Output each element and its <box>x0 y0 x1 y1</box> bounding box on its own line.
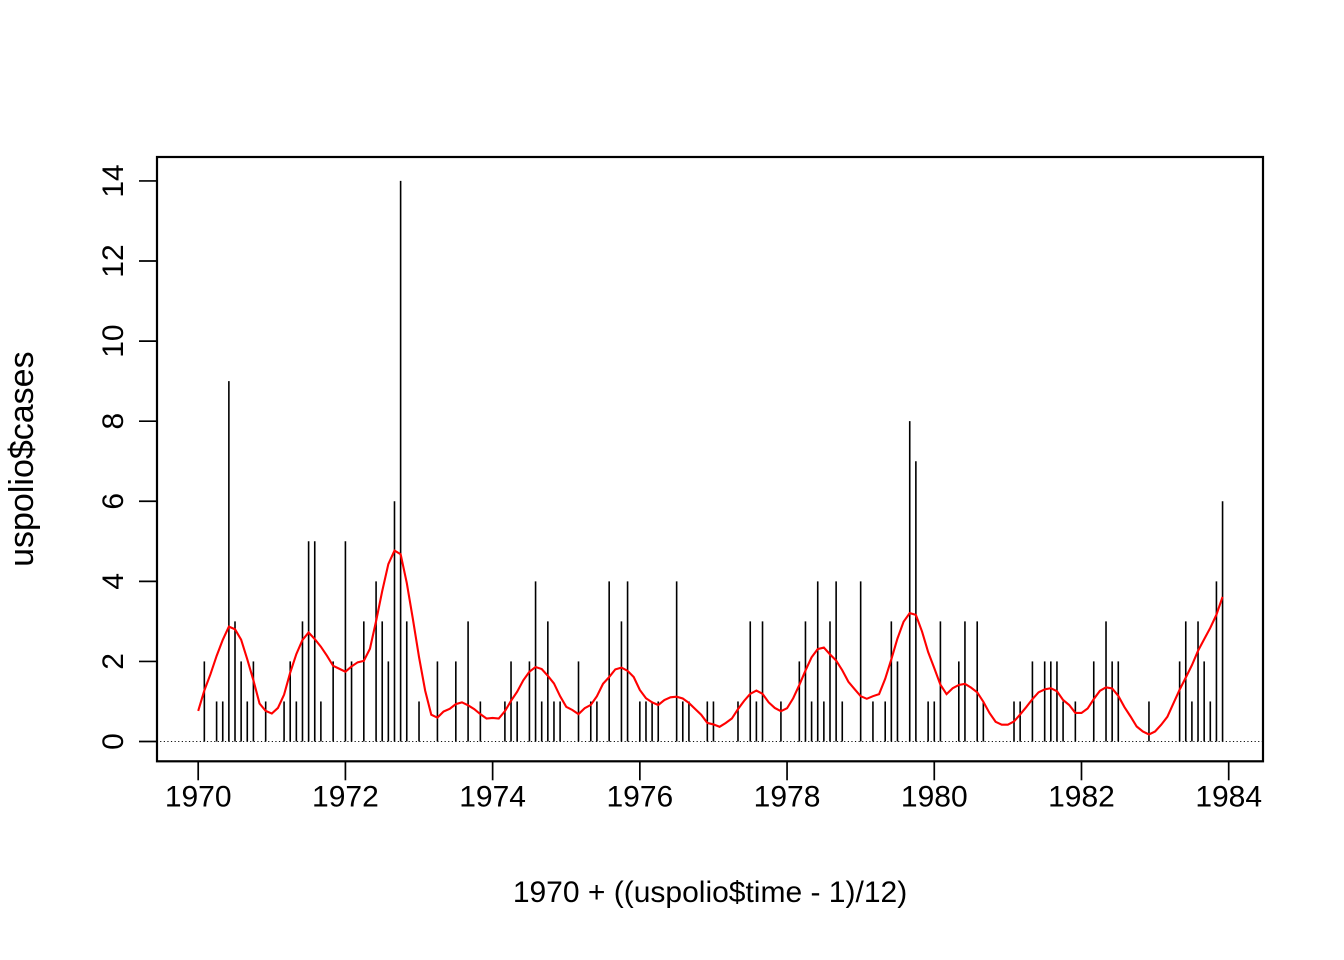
svg-text:10: 10 <box>97 324 130 357</box>
svg-text:6: 6 <box>97 493 130 510</box>
svg-text:8: 8 <box>97 413 130 430</box>
svg-text:14: 14 <box>97 164 130 197</box>
svg-text:1970 + ((uspolio$time - 1)/12): 1970 + ((uspolio$time - 1)/12) <box>513 876 907 909</box>
svg-text:uspolio$cases: uspolio$cases <box>3 351 41 566</box>
svg-text:1982: 1982 <box>1048 780 1115 813</box>
svg-text:4: 4 <box>97 573 130 590</box>
svg-text:1984: 1984 <box>1195 780 1262 813</box>
svg-text:1980: 1980 <box>901 780 968 813</box>
svg-text:1974: 1974 <box>459 780 526 813</box>
svg-text:1978: 1978 <box>754 780 821 813</box>
svg-text:2: 2 <box>97 653 130 670</box>
svg-text:1970: 1970 <box>165 780 232 813</box>
svg-text:1972: 1972 <box>312 780 379 813</box>
svg-text:0: 0 <box>97 733 130 750</box>
svg-text:12: 12 <box>97 244 130 277</box>
svg-text:1976: 1976 <box>606 780 673 813</box>
